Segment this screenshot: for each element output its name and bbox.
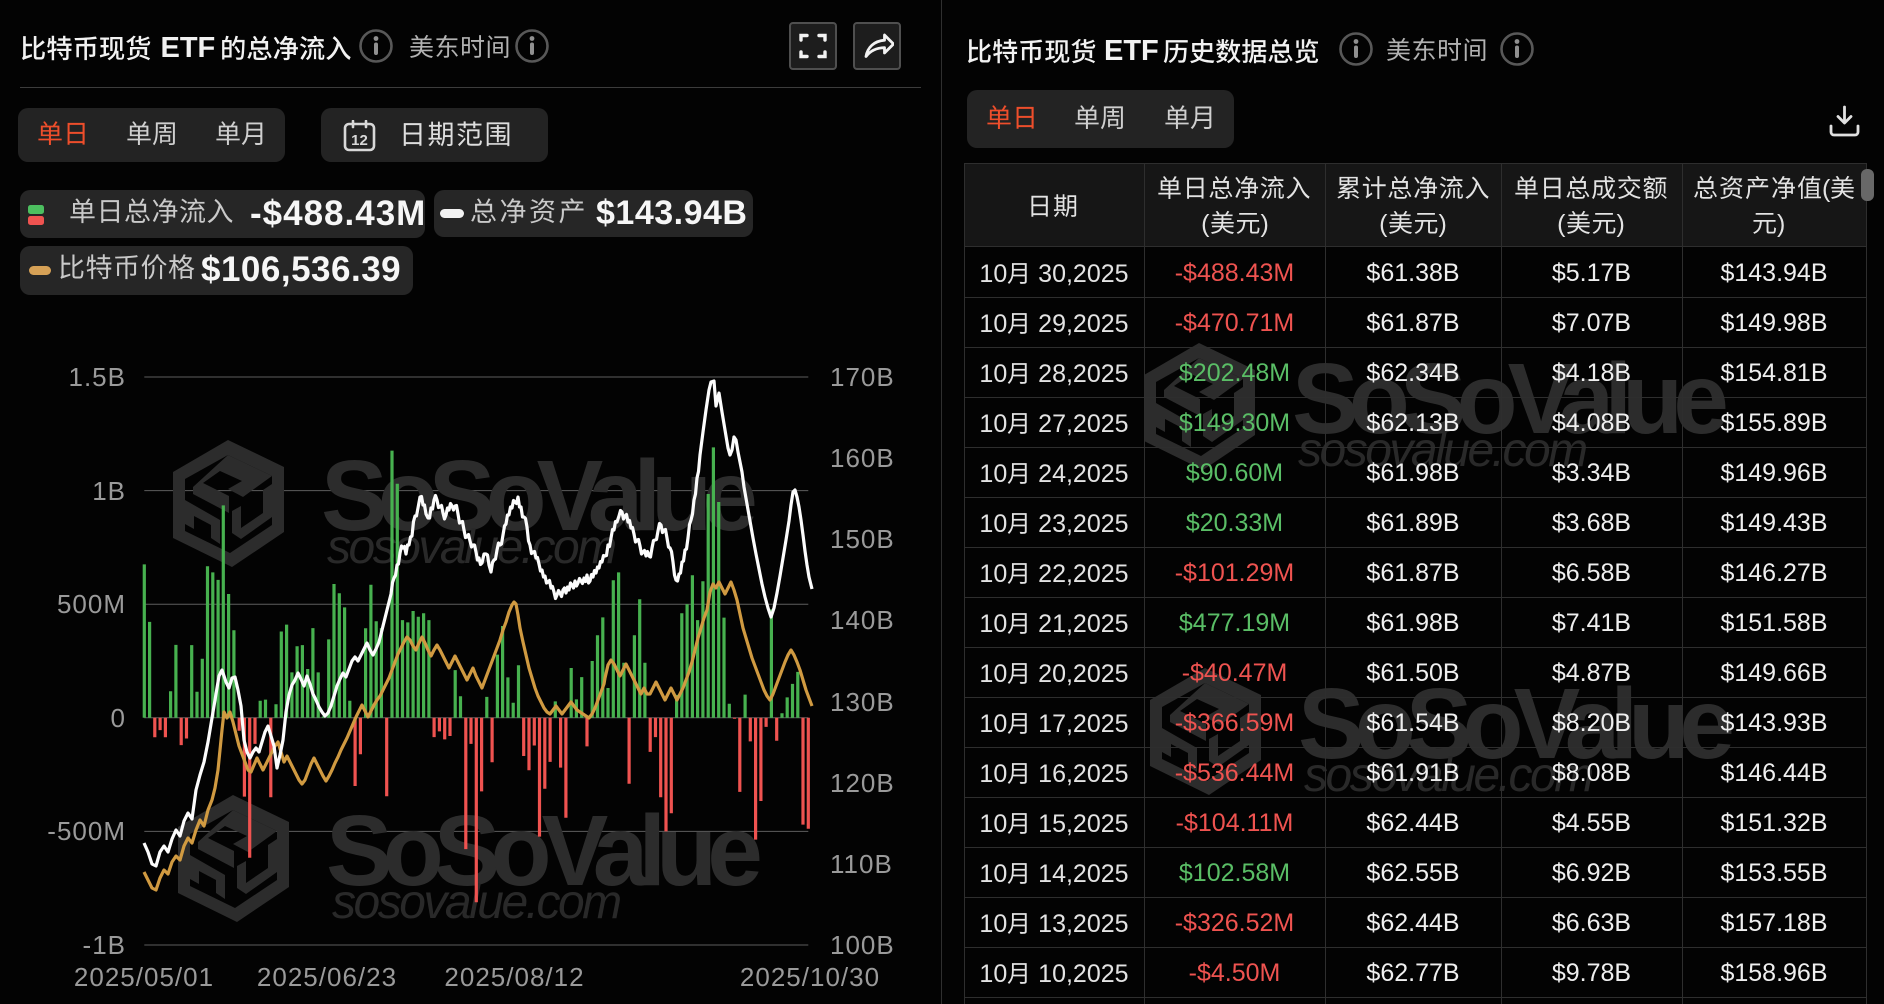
- svg-text:170B: 170B: [830, 362, 895, 392]
- svg-text:SoSoValue: SoSoValue: [1292, 343, 1726, 455]
- svg-text:500M: 500M: [57, 589, 126, 619]
- svg-text:SoSoValue: SoSoValue: [321, 440, 755, 552]
- svg-text:2025/08/12: 2025/08/12: [444, 962, 584, 992]
- svg-text:12: 12: [351, 132, 368, 149]
- svg-text:140B: 140B: [830, 605, 895, 635]
- svg-text:150B: 150B: [830, 524, 895, 554]
- svg-text:120B: 120B: [830, 768, 895, 798]
- svg-text:-1B: -1B: [83, 930, 126, 960]
- svg-text:2025/10/30: 2025/10/30: [740, 962, 880, 992]
- svg-text:2025/06/23: 2025/06/23: [257, 962, 397, 992]
- svg-text:110B: 110B: [830, 849, 893, 879]
- svg-text:-500M: -500M: [47, 816, 126, 846]
- svg-text:1B: 1B: [92, 476, 126, 506]
- svg-text:sosovalue.com: sosovalue.com: [1304, 749, 1592, 802]
- svg-text:130B: 130B: [830, 687, 895, 717]
- svg-text:100B: 100B: [830, 930, 895, 960]
- svg-text:SoSoValue: SoSoValue: [1298, 668, 1732, 780]
- svg-text:2025/05/01: 2025/05/01: [74, 962, 214, 992]
- svg-text:SoSoValue: SoSoValue: [326, 795, 760, 907]
- svg-text:1.5B: 1.5B: [69, 362, 127, 392]
- svg-text:0: 0: [111, 703, 126, 733]
- svg-text:sosovalue.com: sosovalue.com: [1298, 424, 1586, 477]
- svg-text:160B: 160B: [830, 443, 895, 473]
